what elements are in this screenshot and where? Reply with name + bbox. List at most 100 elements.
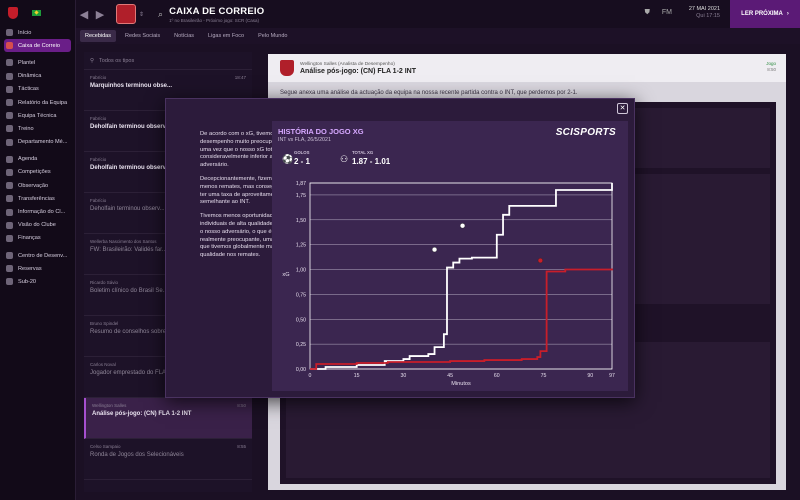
sidebar-item-4[interactable]: Tácticas [0,83,75,96]
sidebar-item-12[interactable]: Transferências [0,192,75,205]
sidebar-item-icon [6,138,13,146]
game-date[interactable]: 27 MAI 2021 Qui 17:15 [689,6,720,19]
sidebar-item-11[interactable]: Observação [0,179,75,192]
msg-time: 8:50 [237,403,246,408]
sidebar-top [0,0,75,26]
sidebar-item-label: Plantel [18,59,36,66]
sidebar-item-15[interactable]: Finanças [0,232,75,245]
goals-value: 2 - 1 [294,157,311,166]
xg-value: 1.87 - 1.01 [352,157,391,166]
msg-sender: Fabrício [90,157,107,162]
continue-label: LER PRÓXIMA [741,11,783,17]
tab-2[interactable]: Notícias [174,33,195,39]
sidebar-item-16[interactable]: Centro de Desenv... [0,249,75,262]
sidebar-item-icon [6,42,13,50]
pitch-panel [610,174,770,304]
x-tick-label: 0 [309,373,312,379]
graph-subtitle: INT vs FLA, 26/5/2021 [278,137,331,143]
msg-subject: FW: Brasileirão: Validés far... [90,247,167,253]
crest-icon[interactable]: ⛊ [644,9,650,16]
sidebar-item-9[interactable]: Agenda [0,153,75,166]
sidebar-item-7[interactable]: Treino [0,122,75,135]
sidebar-item-1[interactable]: Caixa de Correio [4,39,71,53]
y-tick-label: 0,50 [296,317,306,323]
xg-graph-panel: HISTÓRIA DO JOGO XG INT vs FLA, 26/5/202… [272,121,628,391]
y-tick-label: 0,25 [296,342,306,348]
msg-subject: Deholfain terminou observ... [90,165,171,171]
sidebar-item-label: Sub-20 [18,278,37,285]
sidebar-item-8[interactable]: Departamento Mé... [0,136,75,149]
sidebar-item-6[interactable]: Equipa Técnica [0,109,75,122]
msg-sender: Ricardo Sávio [90,280,119,285]
x-axis-label: Minutos [451,381,471,387]
search-icon[interactable]: ⌕ [158,8,164,19]
sidebar-item-label: Competições [18,169,51,176]
msg-sender: Fabrício [90,198,107,203]
header-icons: ⛊ FM [645,9,672,17]
tab-4[interactable]: Pelo Mundo [258,33,288,39]
msg-subject: Boletim clínico do Brasil Se... [90,288,168,294]
club-crest-icon[interactable] [8,7,18,19]
plot-border [309,182,613,370]
brazil-flag-icon [32,10,41,16]
filter-dropdown[interactable]: ⚲ Todos os tipos [84,52,252,70]
sidebar-item-3[interactable]: Dinâmica [0,70,75,83]
sidebar-item-14[interactable]: Visão do Clube [0,219,75,232]
msg-subject: Deholfain terminou observ... [90,206,165,212]
sidebar-item-icon [6,85,13,93]
chevron-up-down-icon[interactable]: ⇕ [139,11,145,18]
sidebar-item-label: Dinâmica [18,73,42,80]
sidebar-item-10[interactable]: Competições [0,166,75,179]
continue-button[interactable]: LER PRÓXIMA › [730,0,800,28]
close-icon[interactable]: ✕ [617,103,628,114]
y-tick-label: 1,50 [296,218,306,224]
sidebar-item-label: Finanças [18,235,41,242]
sidebar-item-label: Início [18,29,32,36]
xg-label: TOTAL XG [352,150,374,155]
sidebar-item-5[interactable]: Relatório da Equipa [0,96,75,109]
msg-sender: Wellerba Nascimento dos Santos [90,239,157,244]
sidebar-item-18[interactable]: Sub-20 [0,275,75,288]
popup-paragraph: De acordo com o xG, tivemos um desempenh… [200,131,287,169]
sidebar-item-label: Informação do Cl... [18,209,66,216]
title-block: CAIXA DE CORREIO 1º no Brasileirão - Pró… [169,6,264,23]
back-arrow-icon[interactable]: ◀ [79,8,89,21]
sidebar-item-icon [6,155,13,163]
sidebar-item-label: Centro de Desenv... [18,252,68,259]
tab-3[interactable]: Ligas em Foco [208,33,245,39]
tab-1[interactable]: Redes Sociais [125,33,161,39]
sidebar-item-13[interactable]: Informação do Cl... [0,205,75,218]
sidebar-item-label: Relatório da Equipa [18,99,68,106]
msg-subject: Jogador emprestado do FLA ... [90,370,173,376]
list-item[interactable]: Wellington Salles Análise pós-jogo: (CN) … [84,398,252,439]
msg-sender: Celso Sampaio [90,444,121,449]
xg-popup: De acordo com o xG, tivemos um desempenh… [165,98,635,398]
sidebar-item-label: Transferências [18,195,55,202]
sidebar-item-17[interactable]: Reservas [0,262,75,275]
email-header: Wellington Salles (Analista de Desempenh… [268,54,786,82]
xg-stat: ⚇ TOTAL XG 1.87 - 1.01 [340,150,391,166]
email-sender[interactable]: Wellington Salles (Analista de Desempenh… [300,61,395,67]
page-title: CAIXA DE CORREIO [169,5,265,17]
club-badge[interactable] [116,4,136,24]
msg-time: 18:47 [234,75,246,80]
date-text: 27 MAI 2021 [688,6,720,12]
sidebar-item-label: Reservas [18,265,42,272]
xg-icon: ⚇ [340,154,349,164]
goal-marker-int [431,246,438,253]
sidebar-item-label: Visão do Clube [18,222,56,229]
sidebar-item-label: Observação [18,182,49,189]
sidebar-item-icon [6,99,13,107]
x-tick-label: 60 [494,373,500,379]
fm-label[interactable]: FM [661,9,672,16]
sidebar-item-icon [6,125,13,133]
sidebar-item-0[interactable]: Início [0,26,75,39]
y-tick-label: 1,00 [296,268,306,274]
forward-arrow-icon[interactable]: ▶ [95,8,105,21]
email-tag[interactable]: Jogo [766,61,776,66]
sidebar-item-icon [6,112,13,120]
msg-sender: Carlos Noval [90,362,116,367]
sidebar-item-2[interactable]: Plantel [0,56,75,69]
tab-0[interactable]: Recebidas [80,30,116,42]
list-item[interactable]: Celso Sampaio Ronda de Jogos dos Selecion… [84,439,252,480]
